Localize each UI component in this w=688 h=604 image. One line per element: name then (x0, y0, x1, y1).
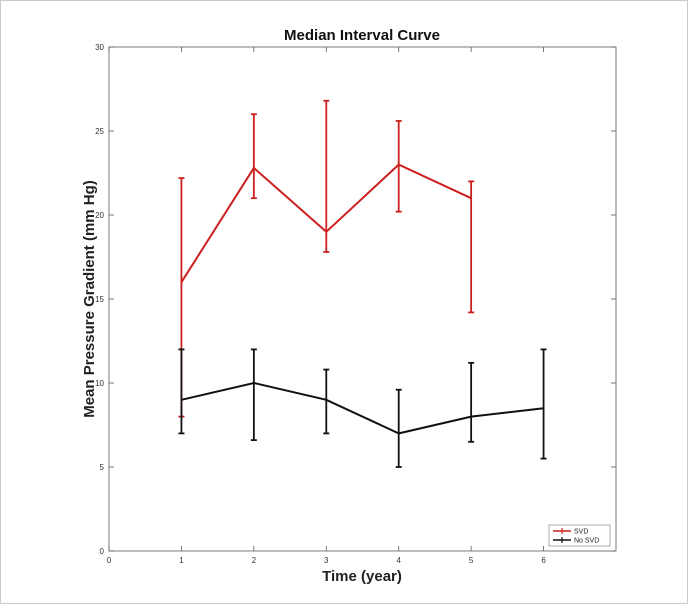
legend-item-svd: SVD (553, 528, 588, 536)
x-tick-label: 1 (179, 556, 184, 565)
data-point (252, 166, 255, 169)
x-tick-label: 5 (469, 556, 474, 565)
series-group (178, 99, 547, 468)
x-tick-label: 2 (252, 556, 257, 565)
data-point (325, 230, 328, 233)
data-point (470, 197, 473, 200)
y-tick-label: 10 (95, 379, 104, 388)
x-tick-label: 0 (107, 556, 112, 565)
y-tick-label: 25 (95, 127, 104, 136)
data-point (397, 163, 400, 166)
y-tick-label: 0 (100, 547, 105, 556)
y-tick-label: 5 (100, 463, 105, 472)
x-tick-label: 3 (324, 556, 329, 565)
ticks-group: 0 1 2 3 4 5 6 0 5 10 15 20 25 30 (95, 43, 616, 565)
data-point (325, 398, 328, 401)
legend-label: SVD (574, 529, 588, 536)
y-tick-label: 15 (95, 295, 104, 304)
legend: SVD No SVD (548, 524, 611, 547)
legend-label: No SVD (574, 538, 599, 545)
chart-title: Median Interval Curve (284, 27, 440, 44)
y-axis-label: Mean Pressure Gradient (mm Hg) (81, 180, 98, 418)
x-tick-label: 4 (396, 556, 401, 565)
x-axis-label: Time (year) (322, 568, 402, 585)
data-point (470, 415, 473, 418)
data-point (180, 398, 183, 401)
x-tick-label: 6 (541, 556, 546, 565)
legend-item-no-svd: No SVD (553, 537, 599, 545)
y-tick-label: 20 (95, 211, 104, 220)
series-line (181, 381, 544, 435)
data-point (252, 382, 255, 384)
data-point (542, 407, 545, 410)
data-point (397, 432, 400, 435)
series-no-svd (178, 348, 547, 468)
plot-area (108, 46, 617, 552)
data-point (180, 281, 183, 284)
y-tick-label: 30 (95, 43, 104, 52)
